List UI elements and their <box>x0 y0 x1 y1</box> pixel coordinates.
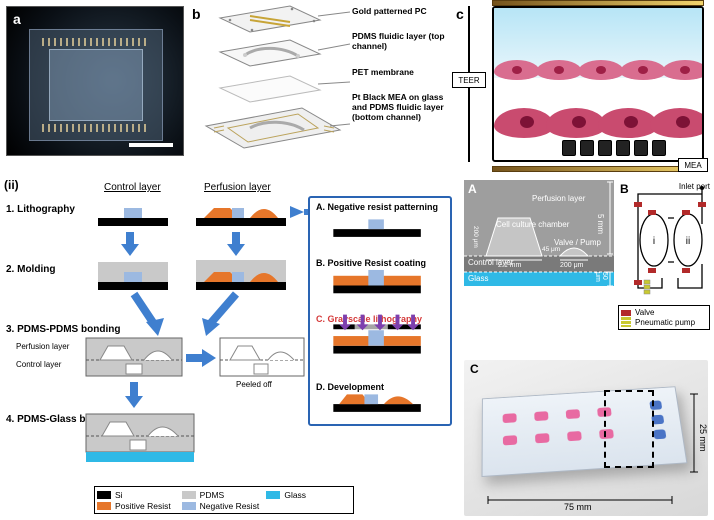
leg-pdms: PDMS <box>200 490 225 500</box>
panel-C-width-dim: 75 mm <box>564 502 592 512</box>
svg-text:i: i <box>653 236 655 247</box>
panel-a-label: a <box>13 11 21 27</box>
panel-A-label: A <box>468 182 477 196</box>
leg-neg: Negative Resist <box>200 501 260 511</box>
panel-B-legend: Valve Pneumatic pump <box>618 305 710 330</box>
pump-legend: Pneumatic pump <box>635 318 695 327</box>
h-chamber-dim: 200 μm <box>472 226 479 248</box>
layer-3-label: PET membrane <box>352 67 446 77</box>
glass-text: Glass <box>468 274 488 283</box>
valve-text: Valve / Pump <box>554 238 601 247</box>
h-valve-dim: 45 μm <box>542 246 560 253</box>
panel-C-height-dim: 25 mm <box>698 424 708 452</box>
chamber-text: Cell culture chamber <box>496 220 569 229</box>
panel-c-label: c <box>456 6 464 22</box>
panel-B-svg: i ii <box>618 180 710 300</box>
panel-c-frame <box>492 6 704 162</box>
mea-pads <box>562 140 672 158</box>
resist-svg <box>310 198 450 422</box>
layer-2-label: PDMS fluidic layer (top channel) <box>352 31 446 51</box>
legend-ii: Si PDMS Glass Positive Resist Negative R… <box>94 486 354 514</box>
valve-legend: Valve <box>635 308 654 317</box>
chip-inner <box>49 49 143 121</box>
panel-A: A Perfusion layer Cell <box>464 180 614 286</box>
panel-b: b <box>192 0 448 170</box>
bottom-cells <box>494 108 702 142</box>
panel-c: c TEER <box>452 0 710 170</box>
panel-C: C <box>464 360 708 516</box>
h-glass-dim: 50 μm <box>594 272 608 286</box>
w-chamber-dim: 2.1 mm <box>498 262 521 269</box>
layer-1-label: Gold patterned PC <box>352 6 446 16</box>
panel-right: A Perfusion layer Cell <box>462 176 710 516</box>
teer-wire-up <box>468 6 470 72</box>
h-total-dim: 5 mm <box>596 214 605 234</box>
panel-a: a <box>6 6 184 156</box>
panel-ii: (ii) Control layer Perfusion layer 1. Li… <box>4 176 456 516</box>
panel-C-dim-svg <box>464 360 708 516</box>
perfusion-layer-text: Perfusion layer <box>532 194 585 203</box>
panel-b-exploded-svg <box>200 0 350 168</box>
layer-4-label: Pt Black MEA on glass and PDMS fluidic l… <box>352 92 446 123</box>
w-valve-dim: 200 μm <box>560 262 584 269</box>
svg-text:ii: ii <box>686 236 690 247</box>
teer-box: TEER <box>452 72 486 88</box>
panel-b-labels: Gold patterned PC PDMS fluidic layer (to… <box>352 6 446 137</box>
top-row: a b <box>0 0 714 170</box>
bottom-electrode-bar <box>492 166 704 172</box>
figure-root: a b <box>0 0 714 520</box>
top-cells <box>494 60 702 82</box>
leg-glass: Glass <box>284 490 306 500</box>
scalebar <box>129 143 173 147</box>
mea-box: MEA <box>678 158 708 172</box>
teer-wire-down <box>468 88 470 162</box>
leg-pos: Positive Resist <box>115 501 171 511</box>
panel-B: B Inlet port <box>618 180 710 330</box>
panel-C-label: C <box>470 362 479 376</box>
resist-process-box: A. Negative resist patterning B. Positiv… <box>308 196 452 426</box>
leg-si: Si <box>115 490 123 500</box>
